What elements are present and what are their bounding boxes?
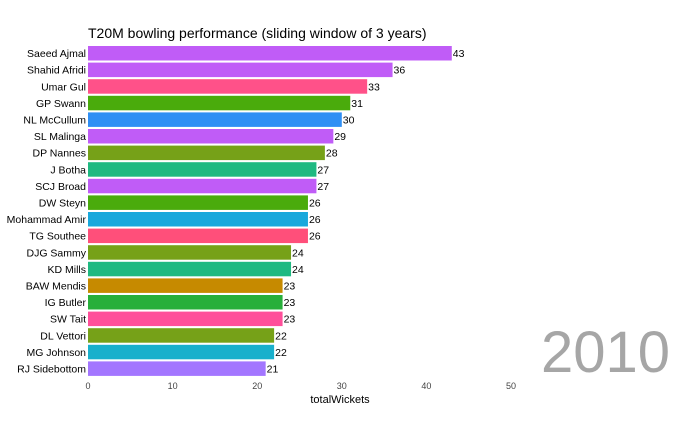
value-label-djg-sammy: 24 [292,247,304,259]
category-label-mohammad-amir: Mohammad Amir [7,214,87,226]
bar-ig-butler [88,295,283,310]
category-label-kd-mills: KD Mills [48,264,87,276]
value-label-sw-tait: 23 [284,314,296,326]
category-label-tg-southee: TG Southee [29,231,86,243]
category-label-dw-steyn: DW Steyn [39,197,86,209]
bar-djg-sammy [88,245,292,260]
value-label-j-botha: 27 [317,164,329,176]
value-label-mohammad-amir: 26 [309,214,321,226]
bar-sl-malinga [88,129,334,144]
bar-gp-swann [88,95,351,111]
bar-dp-nannes [88,145,325,161]
bar-sw-tait [88,311,283,327]
category-label-ig-butler: IG Butler [45,297,87,309]
category-label-umar-gul: Umar Gul [41,81,86,93]
bar-mg-johnson [88,344,275,360]
value-label-tg-southee: 26 [309,231,321,243]
value-label-saeed-ajmal: 43 [453,48,465,60]
category-label-baw-mendis: BAW Mendis [26,280,86,292]
value-label-dl-vettori: 22 [275,330,287,342]
value-label-rj-sidebottom: 21 [267,363,279,375]
bar-j-botha [88,162,317,177]
value-label-dw-steyn: 26 [309,197,321,209]
category-label-rj-sidebottom: RJ Sidebottom [17,363,86,375]
category-label-nl-mccullum: NL McCullum [23,114,86,126]
year-label: 2010 [541,320,670,385]
x-tick-label: 40 [421,381,431,391]
category-label-djg-sammy: DJG Sammy [26,247,86,259]
category-label-scj-broad: SCJ Broad [35,181,86,193]
x-axis-title: totalWickets [310,394,370,406]
value-label-mg-johnson: 22 [275,347,287,359]
category-label-shahid-afridi: Shahid Afridi [27,65,86,77]
x-tick-label: 30 [337,381,347,391]
value-label-nl-mccullum: 30 [343,114,355,126]
value-label-umar-gul: 33 [368,81,380,93]
category-label-gp-swann: GP Swann [36,98,86,110]
x-tick-label: 0 [85,381,90,391]
bar-umar-gul [88,79,368,94]
bar-scj-broad [88,178,317,194]
bar-saeed-ajmal [88,46,452,61]
category-label-mg-johnson: MG Johnson [26,347,86,359]
value-label-scj-broad: 27 [317,181,329,193]
bar-mohammad-amir [88,212,308,227]
chart-title: T20M bowling performance (sliding window… [88,25,426,41]
bar-rj-sidebottom [88,361,266,376]
category-label-sw-tait: SW Tait [50,314,86,326]
bar-dl-vettori [88,328,275,343]
x-axis-ticks: 0 10 20 30 40 50 [85,381,516,391]
value-label-ig-butler: 23 [284,297,296,309]
value-label-gp-swann: 31 [351,98,363,110]
category-label-dp-nannes: DP Nannes [32,148,86,160]
bar-kd-mills [88,261,292,277]
bars-group: Saeed Ajmal 43 Shahid Afridi 36 Umar Gul 33 GP… [7,46,465,376]
bar-tg-southee [88,228,308,244]
value-label-baw-mendis: 23 [284,280,296,292]
x-tick-label: 20 [252,381,262,391]
bar-shahid-afridi [88,62,393,78]
category-label-dl-vettori: DL Vettori [40,330,86,342]
value-label-kd-mills: 24 [292,264,304,276]
category-label-saeed-ajmal: Saeed Ajmal [27,48,86,60]
category-label-sl-malinga: SL Malinga [34,131,86,143]
value-label-shahid-afridi: 36 [394,65,406,77]
bar-nl-mccullum [88,112,342,127]
x-tick-label: 50 [506,381,516,391]
value-label-sl-malinga: 29 [334,131,346,143]
category-label-j-botha: J Botha [50,164,86,176]
x-tick-label: 10 [168,381,178,391]
bar-baw-mendis [88,278,283,293]
value-label-dp-nannes: 28 [326,148,338,160]
bar-dw-steyn [88,195,308,210]
